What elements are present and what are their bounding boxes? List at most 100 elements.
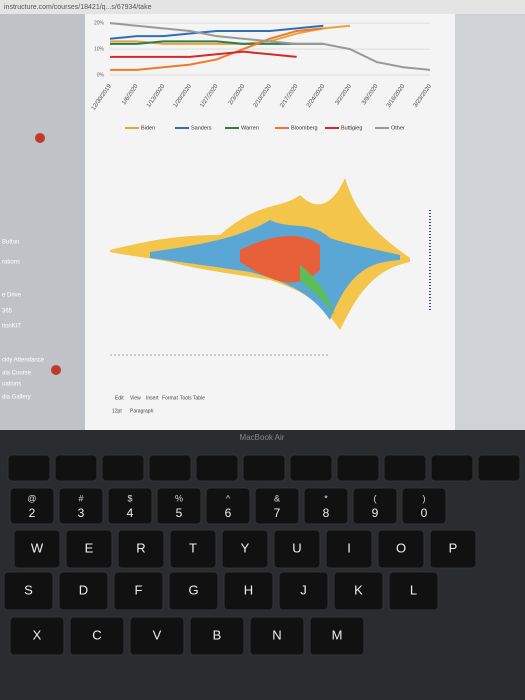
- stream-layer: [300, 265, 335, 315]
- series-line: [110, 50, 297, 58]
- key: [113, 571, 164, 611]
- key-label: J: [300, 582, 307, 597]
- legend-label: Sanders: [191, 125, 212, 131]
- key: [221, 529, 269, 569]
- key-label: D: [79, 582, 88, 597]
- key-label: 0: [421, 506, 428, 520]
- menu-item[interactable]: Table: [193, 395, 205, 401]
- y-tick-label: 10%: [94, 46, 105, 52]
- key: [58, 487, 104, 525]
- key-label: X: [33, 627, 42, 642]
- key-label: 6: [225, 506, 232, 520]
- key: [325, 529, 373, 569]
- key: [477, 454, 521, 482]
- key-label: 3: [78, 506, 85, 520]
- key: [249, 616, 305, 656]
- sidebar-item: ckly Attendance: [2, 358, 45, 364]
- key-label: L: [410, 582, 417, 597]
- key-label: W: [31, 540, 44, 555]
- block-select: Paragraph: [130, 408, 154, 414]
- key: [430, 454, 474, 482]
- key-symbol: &: [274, 493, 280, 503]
- key-label: G: [188, 582, 198, 597]
- key: [401, 487, 447, 525]
- key-label: Y: [241, 540, 250, 555]
- sidebar-item: uations: [2, 382, 21, 388]
- sidebar-item: 365: [2, 309, 13, 315]
- key-symbol: *: [324, 493, 328, 503]
- key: [429, 529, 477, 569]
- key: [65, 529, 113, 569]
- key-label: K: [354, 582, 363, 597]
- key-label: I: [347, 540, 351, 555]
- key-label: 8: [323, 506, 330, 520]
- key-symbol: ): [423, 493, 426, 503]
- menu-item[interactable]: Tools: [180, 395, 192, 401]
- y-tick-label: 20%: [94, 21, 105, 27]
- key-label: T: [189, 540, 197, 555]
- key-symbol: $: [127, 493, 132, 503]
- key: [58, 571, 109, 611]
- key: [107, 487, 153, 525]
- key: [117, 529, 165, 569]
- badge: [51, 365, 61, 375]
- key: [101, 454, 145, 482]
- key: [278, 571, 329, 611]
- key-label: C: [92, 627, 101, 642]
- key: [254, 487, 300, 525]
- series-line: [110, 27, 324, 71]
- key: [205, 487, 251, 525]
- legend-label: Other: [391, 125, 405, 131]
- menu-item[interactable]: View: [130, 395, 141, 401]
- key-label: U: [292, 540, 301, 555]
- key-label: 5: [176, 506, 183, 520]
- key-label: 2: [29, 506, 36, 520]
- key: [223, 571, 274, 611]
- key-symbol: ^: [226, 493, 231, 503]
- legend-label: Warren: [241, 125, 259, 131]
- key: [168, 571, 219, 611]
- key-symbol: (: [374, 493, 377, 503]
- key: [289, 454, 333, 482]
- series-line: [109, 22, 431, 71]
- key: [273, 529, 321, 569]
- key: [189, 616, 245, 656]
- key: [242, 454, 286, 482]
- key: [336, 454, 380, 482]
- key: [9, 616, 65, 656]
- key-label: S: [24, 582, 33, 597]
- key: [383, 454, 427, 482]
- menu-item[interactable]: Insert: [146, 395, 159, 401]
- key: [9, 487, 55, 525]
- key: [309, 616, 365, 656]
- key-label: R: [136, 540, 145, 555]
- key-label: O: [396, 540, 406, 555]
- bezel-label: MacBook Air: [240, 433, 285, 442]
- streamgraph: [110, 178, 410, 330]
- key: [129, 616, 185, 656]
- key: [13, 529, 61, 569]
- key: [377, 529, 425, 569]
- sidebar-item: dia Gallery: [2, 395, 31, 401]
- key-label: P: [449, 540, 458, 555]
- key: [333, 571, 384, 611]
- legend-label: Biden: [141, 125, 155, 131]
- key: [388, 571, 439, 611]
- key: [303, 487, 349, 525]
- key: [156, 487, 202, 525]
- key-symbol: @: [27, 493, 36, 503]
- key: [7, 454, 51, 482]
- address-bar: [0, 0, 525, 14]
- menu-item[interactable]: Edit: [115, 395, 124, 401]
- key-label: H: [244, 582, 253, 597]
- key: [54, 454, 98, 482]
- key: [69, 616, 125, 656]
- y-tick-label: 0%: [97, 72, 105, 78]
- menu-item[interactable]: Format: [162, 395, 178, 401]
- key: [169, 529, 217, 569]
- key-label: 9: [372, 506, 379, 520]
- key-label: B: [213, 627, 222, 642]
- badge: [35, 133, 45, 143]
